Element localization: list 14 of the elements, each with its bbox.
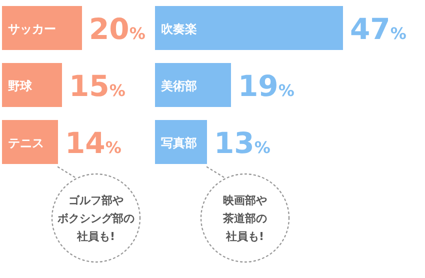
y-tick-label: 美術部 [160,79,197,93]
data-label: 15% [69,69,126,103]
y-tick-label: テニス [8,136,44,150]
data-label: 47% [350,12,406,46]
data-label: 13% [214,126,270,160]
annotation: 映画部や茶道部の社員も! [222,194,267,243]
y-tick-label: 吹奏楽 [161,22,197,36]
annotation: ゴルフ部やボクシング部の社員も! [56,194,134,243]
y-tick-label: サッカー [8,22,56,36]
y-tick-label: 写真部 [161,136,197,150]
y-tick-label: 野球 [8,79,33,93]
data-label: 20% [89,12,146,46]
data-label: 14% [65,126,122,160]
data-label: 19% [238,69,294,103]
